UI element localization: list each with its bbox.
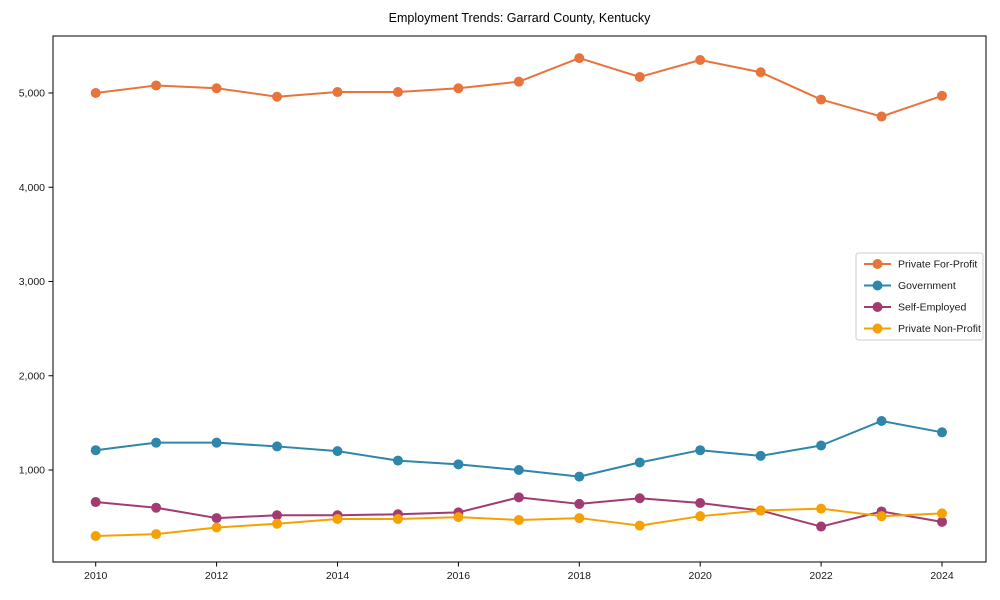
data-point-self-employed-2019 (634, 493, 645, 504)
data-point-private-for-profit-2022 (816, 94, 827, 105)
data-point-self-employed-2017 (513, 492, 524, 503)
y-tick-label: 4,000 (19, 182, 45, 194)
data-point-private-non-profit-2013 (272, 518, 283, 529)
y-tick-label: 3,000 (19, 276, 45, 288)
data-point-self-employed-2024 (937, 516, 947, 527)
x-tick-label: 2012 (205, 570, 229, 582)
data-point-government-2011 (151, 437, 162, 448)
data-point-government-2018 (574, 471, 585, 482)
data-point-government-2020 (695, 445, 706, 456)
data-point-government-2015 (392, 455, 403, 466)
data-point-self-employed-2010 (90, 497, 101, 508)
data-point-private-non-profit-2021 (755, 505, 766, 516)
data-point-private-for-profit-2021 (755, 67, 766, 78)
data-point-private-non-profit-2010 (90, 530, 101, 541)
data-point-government-2010 (90, 445, 101, 456)
data-point-private-non-profit-2019 (634, 520, 645, 531)
data-point-government-2021 (755, 450, 766, 461)
x-tick-label: 2020 (689, 570, 713, 582)
y-tick-label: 2,000 (19, 370, 45, 382)
data-point-private-non-profit-2016 (453, 512, 464, 523)
data-point-private-for-profit-2015 (392, 87, 403, 98)
data-point-self-employed-2018 (574, 498, 585, 509)
data-point-private-non-profit-2012 (211, 522, 222, 533)
data-point-government-2017 (513, 465, 524, 475)
legend-label-self-employed: Self-Employed (898, 302, 966, 314)
legend-marker-private-non-profit (872, 323, 883, 334)
y-tick-label: 5,000 (19, 88, 45, 100)
data-point-private-for-profit-2010 (90, 87, 101, 98)
chart-title: Employment Trends: Garrard County, Kentu… (389, 11, 651, 25)
legend-label-private-non-profit: Private Non-Profit (898, 323, 981, 335)
data-point-private-for-profit-2012 (211, 83, 222, 94)
data-point-government-2022 (816, 440, 827, 451)
data-point-government-2024 (937, 427, 947, 438)
data-point-private-for-profit-2018 (574, 53, 585, 64)
data-point-self-employed-2011 (151, 502, 162, 513)
plot-frame (52, 35, 987, 563)
data-point-self-employed-2013 (272, 510, 283, 521)
legend-marker-government (872, 280, 883, 291)
data-point-private-for-profit-2019 (634, 71, 645, 82)
data-point-government-2023 (876, 415, 887, 426)
data-point-private-non-profit-2023 (876, 511, 887, 522)
x-tick-label: 2018 (568, 570, 592, 582)
data-point-private-non-profit-2018 (574, 513, 585, 524)
x-tick-label: 2014 (326, 570, 350, 582)
y-tick-label: 1,000 (19, 465, 45, 477)
plot-area: 1,000 2,000 3,000 4,000 5,000 2010 2012 2014 201… (19, 35, 987, 582)
data-point-self-employed-2012 (211, 513, 222, 524)
series-line-private-for-profit (94, 57, 943, 118)
data-point-government-2014 (332, 446, 343, 457)
data-point-private-non-profit-2024 (937, 508, 947, 519)
legend-marker-private-for-profit (872, 259, 883, 269)
x-tick-label: 2016 (447, 570, 471, 582)
data-point-private-non-profit-2014 (332, 514, 343, 525)
data-point-private-non-profit-2022 (816, 503, 827, 514)
legend: Private For-Profit Government Self-Employe… (855, 252, 984, 341)
legend-box (855, 252, 984, 341)
data-point-self-employed-2020 (695, 497, 706, 508)
data-point-self-employed-2022 (816, 521, 827, 532)
x-tick-label: 2010 (84, 570, 108, 582)
legend-marker-self-employed (872, 302, 883, 312)
data-point-private-non-profit-2011 (151, 529, 162, 540)
data-point-government-2012 (211, 437, 222, 448)
data-point-private-for-profit-2011 (151, 80, 162, 91)
data-point-private-non-profit-2020 (695, 511, 706, 522)
legend-label-government: Government (898, 280, 956, 292)
data-point-private-for-profit-2020 (695, 54, 706, 65)
data-point-private-non-profit-2017 (513, 514, 524, 525)
data-point-private-for-profit-2016 (453, 83, 464, 94)
data-point-private-non-profit-2015 (392, 514, 403, 525)
data-point-private-for-profit-2024 (937, 90, 947, 101)
data-point-government-2013 (272, 441, 283, 452)
data-point-private-for-profit-2017 (513, 76, 524, 87)
x-tick-label: 2022 (809, 570, 833, 582)
data-point-private-for-profit-2013 (272, 91, 283, 102)
data-point-government-2016 (453, 459, 464, 470)
legend-label-private-for-profit: Private For-Profit (898, 259, 977, 271)
data-point-private-for-profit-2014 (332, 87, 343, 98)
x-tick-label: 2024 (930, 570, 954, 582)
data-point-government-2019 (634, 457, 645, 468)
data-point-private-for-profit-2023 (876, 111, 887, 122)
